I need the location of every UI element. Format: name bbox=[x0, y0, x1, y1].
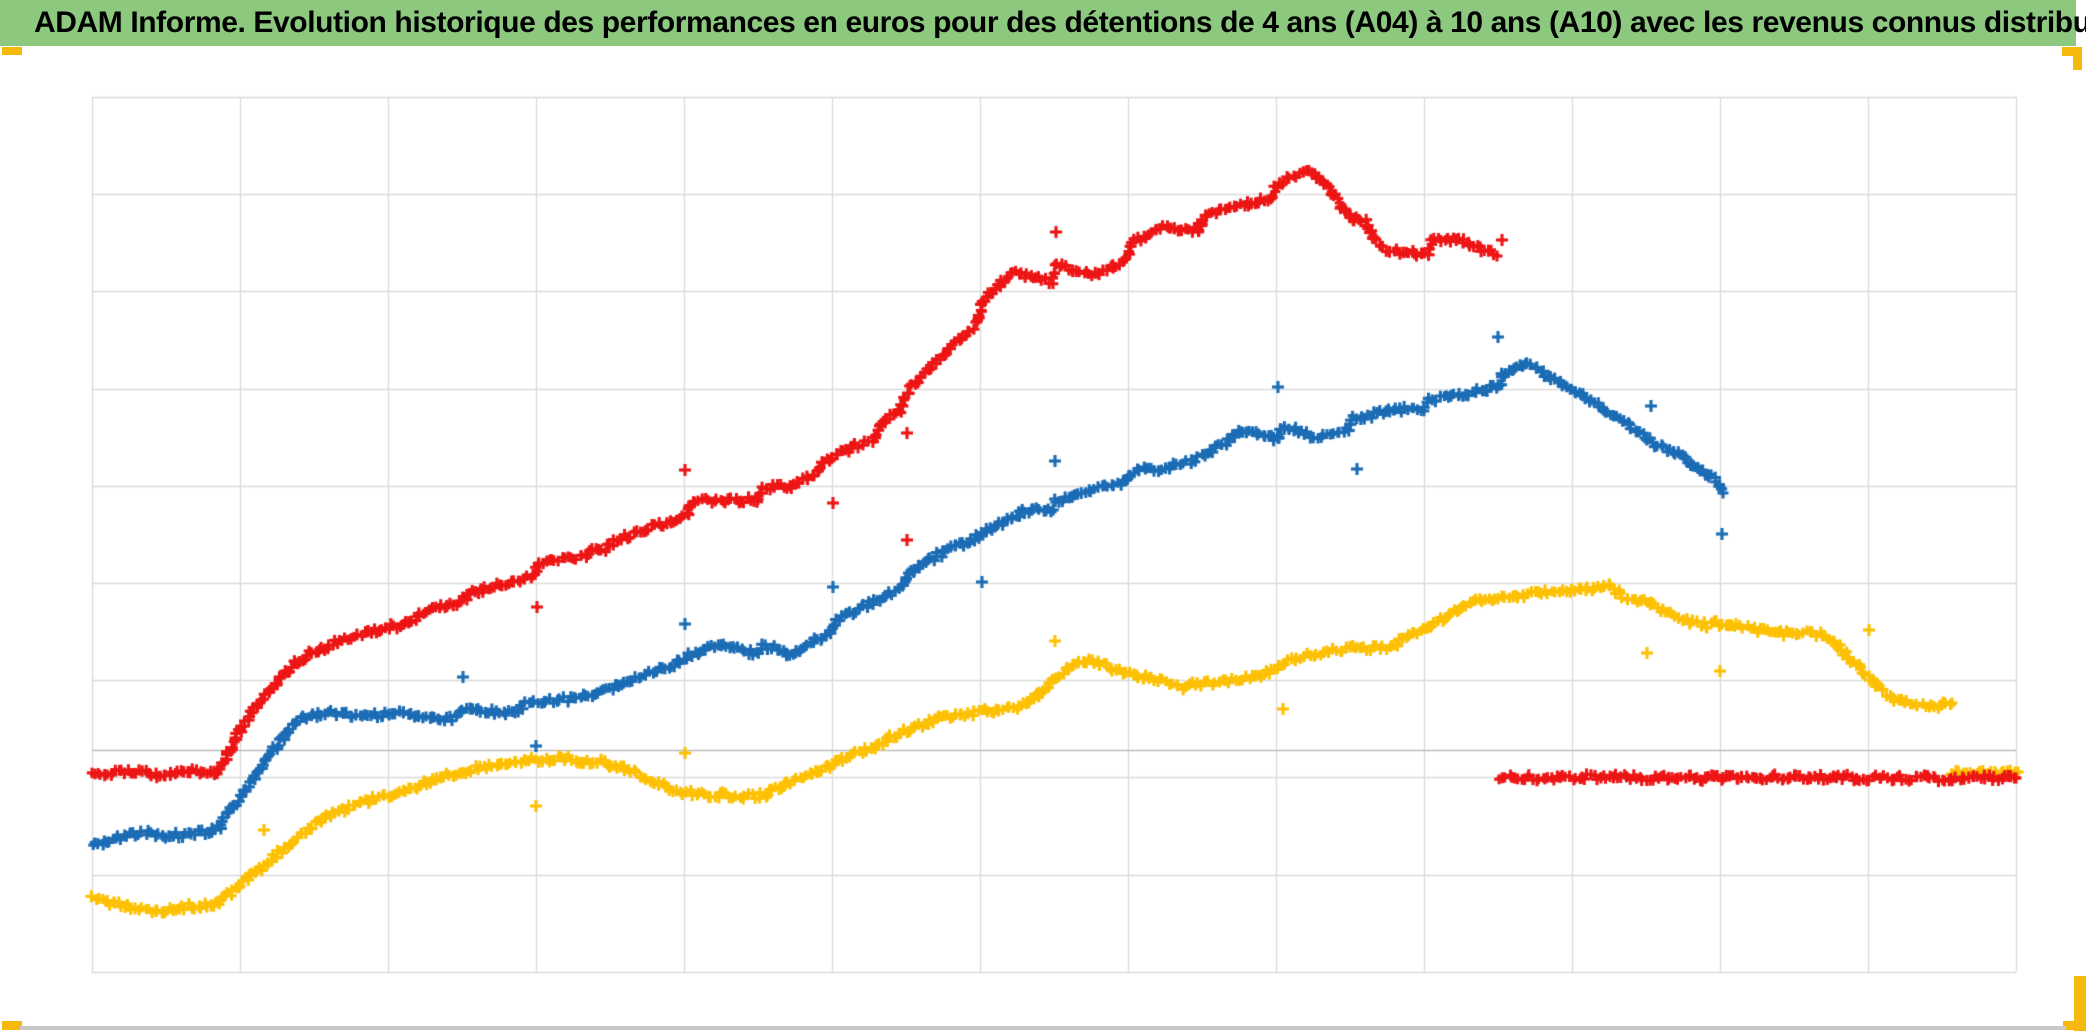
selection-corner-top-right-h bbox=[2062, 47, 2082, 56]
selection-corner-top-right-v bbox=[2073, 47, 2082, 70]
chart-title: ADAM Informe. Evolution historique des p… bbox=[34, 6, 2086, 39]
performance-chart-canvas[interactable] bbox=[0, 46, 2086, 1031]
selection-corner-bottom-right-v bbox=[2074, 976, 2086, 1031]
selection-corner-bottom-left bbox=[2, 1021, 22, 1030]
bottom-divider bbox=[20, 1026, 2066, 1030]
chart-title-bar: ADAM Informe. Evolution historique des p… bbox=[0, 0, 2086, 46]
selection-corner-bottom-right-foot bbox=[2063, 1021, 2086, 1030]
selection-corner-top-left bbox=[2, 47, 22, 55]
chart-area[interactable] bbox=[0, 46, 2086, 1031]
